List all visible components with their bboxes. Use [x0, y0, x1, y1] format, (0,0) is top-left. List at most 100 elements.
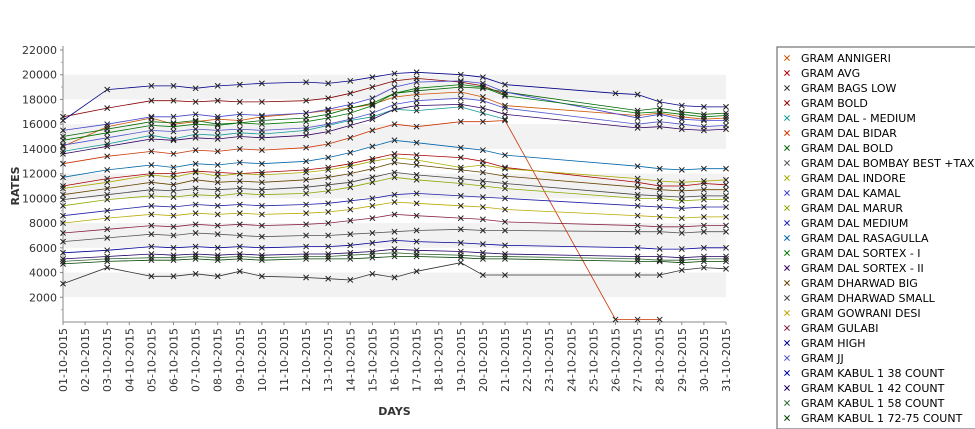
data-point: [192, 85, 199, 92]
data-point: [104, 191, 111, 198]
data-point: [104, 264, 111, 271]
data-point: [700, 165, 707, 172]
data-point: [258, 222, 265, 229]
x-tick-label: 18-10-2015: [433, 328, 446, 392]
legend-label: GRAM DAL - MEDIUM: [801, 112, 916, 125]
series-9: [60, 77, 729, 134]
data-point: [656, 223, 663, 230]
data-point: [258, 257, 265, 264]
legend-label: GRAM HIGH: [801, 337, 866, 350]
data-point: [325, 275, 332, 282]
series-14: [60, 101, 729, 157]
legend-item: GRAM KABUL 1 72-75 COUNT: [784, 412, 963, 425]
data-point: [678, 116, 685, 123]
data-point: [170, 174, 177, 181]
x-tick-label: 21-10-2015: [499, 328, 512, 392]
data-point: [457, 103, 464, 110]
legend-label: GRAM ANNIGERI: [801, 52, 891, 65]
x-tick-label: 14-10-2015: [344, 328, 357, 392]
data-point: [502, 152, 508, 159]
legend-marker: [784, 205, 790, 211]
data-point: [104, 141, 111, 147]
data-point: [214, 254, 221, 261]
series-1: [60, 150, 729, 189]
data-point: [656, 178, 663, 185]
x-axis-title: DAYS: [378, 405, 411, 418]
data-point: [236, 185, 243, 192]
data-point: [457, 164, 464, 171]
data-point: [258, 171, 265, 178]
legend-label: GRAM GOWRANI DESI: [801, 307, 921, 320]
data-point: [413, 268, 420, 275]
data-point: [678, 246, 685, 253]
data-point: [60, 174, 66, 181]
data-point: [303, 127, 310, 134]
data-point: [303, 190, 310, 197]
data-point: [347, 149, 354, 156]
series-2: [60, 259, 729, 287]
data-point: [413, 152, 420, 159]
data-point: [656, 186, 663, 193]
data-point: [258, 254, 265, 261]
data-point: [214, 179, 221, 186]
data-point: [236, 111, 243, 118]
data-point: [104, 86, 111, 93]
data-point: [413, 176, 420, 183]
data-point: [258, 244, 265, 251]
data-point: [214, 244, 221, 251]
data-point: [700, 258, 707, 265]
data-point: [656, 195, 663, 202]
data-point: [502, 255, 508, 262]
data-point: [347, 170, 354, 177]
data-point: [303, 243, 310, 250]
data-point: [700, 213, 707, 220]
legend-item: GRAM DAL - MEDIUM: [784, 112, 916, 125]
data-point: [700, 264, 707, 271]
data-point: [391, 77, 398, 84]
data-point: [457, 101, 464, 108]
data-point: [347, 90, 354, 97]
data-point: [413, 139, 420, 146]
data-point: [104, 255, 111, 262]
data-point: [170, 82, 177, 89]
data-point: [656, 165, 663, 172]
data-point: [60, 260, 66, 267]
legend-marker: [784, 415, 790, 421]
series-line: [62, 153, 727, 187]
data-point: [258, 202, 265, 209]
data-point: [192, 98, 199, 105]
legend-marker: [784, 295, 790, 301]
data-point: [502, 272, 508, 278]
data-point: [325, 128, 332, 135]
data-point: [60, 150, 66, 157]
data-point: [457, 259, 464, 266]
data-point: [258, 233, 265, 240]
data-point: [192, 126, 199, 133]
x-tick-label: 30-10-2015: [698, 328, 711, 392]
data-point: [413, 238, 420, 245]
data-point: [678, 205, 685, 212]
data-point: [656, 257, 663, 264]
data-point: [479, 204, 486, 210]
data-point: [678, 257, 685, 264]
data-point: [413, 190, 420, 197]
series-line: [62, 103, 727, 155]
data-point: [104, 179, 111, 186]
data-point: [723, 192, 729, 199]
data-point: [347, 231, 354, 238]
data-point: [634, 202, 641, 209]
data-point: [148, 243, 155, 250]
data-point: [369, 270, 376, 277]
series-line: [62, 91, 727, 147]
data-point: [391, 169, 398, 176]
data-point: [369, 155, 376, 162]
data-point: [192, 255, 199, 262]
data-point: [700, 244, 707, 251]
data-point: [236, 119, 243, 126]
x-axis: 01-10-2015 02-10-2015 03-10-2015 04-10-2015…: [57, 321, 733, 392]
legend-item: GRAM ANNIGERI: [784, 52, 891, 65]
data-point: [60, 148, 66, 155]
data-point: [457, 118, 464, 125]
data-point: [347, 122, 354, 129]
